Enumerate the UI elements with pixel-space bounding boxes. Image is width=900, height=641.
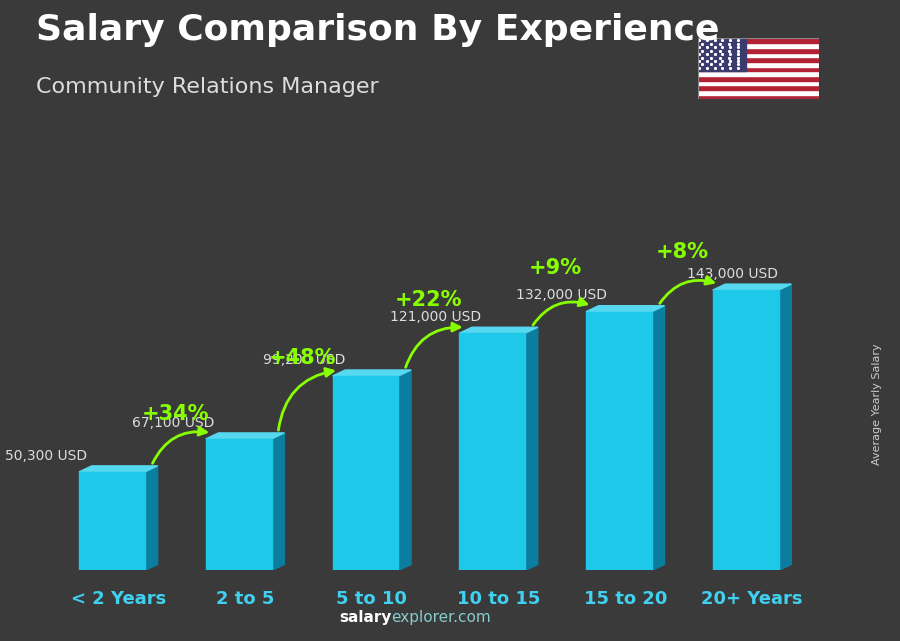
Bar (698, 85, 819, 90)
Bar (713, 290, 778, 570)
Bar (698, 57, 819, 62)
Bar (332, 376, 399, 570)
Bar (79, 472, 145, 570)
Text: 132,000 USD: 132,000 USD (517, 288, 608, 303)
Bar (586, 312, 652, 570)
Polygon shape (652, 306, 664, 570)
Polygon shape (459, 328, 538, 333)
Polygon shape (399, 370, 411, 570)
Polygon shape (272, 433, 284, 570)
Bar (698, 53, 819, 57)
Polygon shape (79, 466, 158, 472)
Polygon shape (206, 433, 284, 439)
Text: Average Yearly Salary: Average Yearly Salary (872, 343, 883, 465)
Bar (698, 67, 819, 71)
Bar (698, 38, 819, 43)
Text: Community Relations Manager: Community Relations Manager (36, 77, 379, 97)
Polygon shape (525, 328, 538, 570)
Text: +48%: +48% (268, 348, 336, 368)
Bar (698, 48, 819, 53)
Text: 143,000 USD: 143,000 USD (688, 267, 778, 281)
Text: +8%: +8% (656, 242, 709, 262)
Text: +34%: +34% (141, 404, 209, 424)
Text: Salary Comparison By Experience: Salary Comparison By Experience (36, 13, 719, 47)
Text: +22%: +22% (395, 290, 463, 310)
Bar (698, 38, 746, 71)
Bar (698, 81, 819, 85)
Text: 15 to 20: 15 to 20 (583, 590, 667, 608)
Text: explorer.com: explorer.com (392, 610, 491, 625)
Polygon shape (332, 370, 411, 376)
Bar (698, 90, 819, 95)
Bar (698, 43, 819, 48)
Polygon shape (586, 306, 664, 312)
Bar (459, 333, 525, 570)
Text: 5 to 10: 5 to 10 (337, 590, 407, 608)
Text: salary: salary (339, 610, 392, 625)
Bar (698, 71, 819, 76)
Text: 99,200 USD: 99,200 USD (264, 353, 346, 367)
Bar (698, 62, 819, 67)
Bar (698, 76, 819, 81)
Text: 121,000 USD: 121,000 USD (390, 310, 481, 324)
Polygon shape (713, 284, 791, 290)
Bar (206, 439, 272, 570)
Text: +9%: +9% (529, 258, 582, 278)
Text: < 2 Years: < 2 Years (71, 590, 166, 608)
Text: 10 to 15: 10 to 15 (457, 590, 540, 608)
Text: 20+ Years: 20+ Years (701, 590, 803, 608)
Text: 2 to 5: 2 to 5 (216, 590, 274, 608)
Bar (698, 95, 819, 99)
Polygon shape (778, 284, 791, 570)
Text: 67,100 USD: 67,100 USD (131, 415, 214, 429)
Text: 50,300 USD: 50,300 USD (5, 449, 87, 463)
Polygon shape (145, 466, 158, 570)
